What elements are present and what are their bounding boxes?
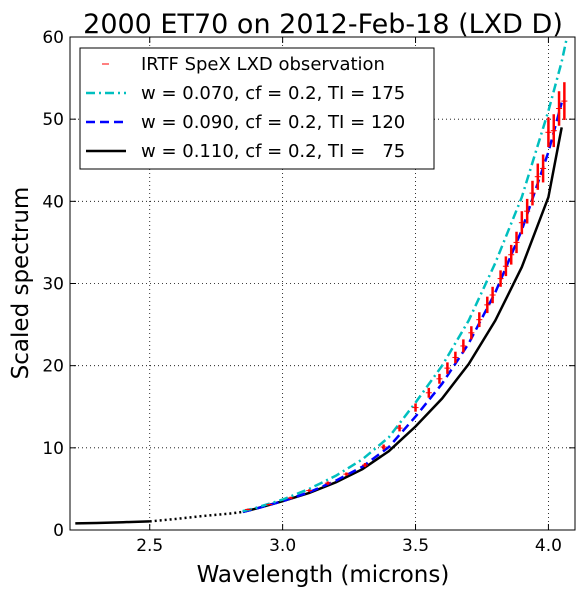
legend-series-label-1: w = 0.070, cf = 0.2, TI = 175 [141, 83, 405, 104]
legend-series-label-2: w = 0.090, cf = 0.2, TI = 120 [141, 112, 405, 133]
chart-title: 2000 ET70 on 2012-Feb-18 (LXD D) [83, 9, 563, 40]
x-tick-label: 3.0 [269, 536, 296, 556]
x-ticks: 2.5 3.0 3.5 4.0 [136, 37, 562, 556]
extrapolation-solid-line [75, 520, 150, 525]
y-tick-label: 30 [42, 275, 64, 295]
plot-frame [69, 36, 576, 531]
plot-series [75, 37, 569, 525]
y-tick-label: 0 [53, 521, 64, 541]
legend: IRTF SpeX LXD observation w = 0.070, cf =… [79, 47, 435, 170]
legend-series-label-3: w = 0.110, cf = 0.2, TI = 75 [141, 141, 405, 162]
y-axis-label: Scaled spectrum [8, 187, 34, 380]
x-axis-label: Wavelength (microns) [197, 562, 450, 588]
x-tick-label: 4.0 [535, 536, 562, 556]
y-tick-label: 20 [42, 357, 64, 377]
y-tick-label: 10 [42, 439, 64, 459]
y-tick-label: 60 [42, 28, 64, 48]
extrapolation-dotted-line [149, 510, 243, 523]
series-line-3 [242, 127, 563, 514]
x-tick-label: 3.5 [402, 536, 429, 556]
x-tick-label: 2.5 [136, 536, 163, 556]
legend-observation-label: IRTF SpeX LXD observation [141, 54, 385, 75]
legend-box [79, 47, 435, 170]
series-line-1 [242, 37, 569, 513]
y-tick-label: 50 [42, 110, 64, 130]
y-tick-label: 40 [42, 192, 64, 212]
